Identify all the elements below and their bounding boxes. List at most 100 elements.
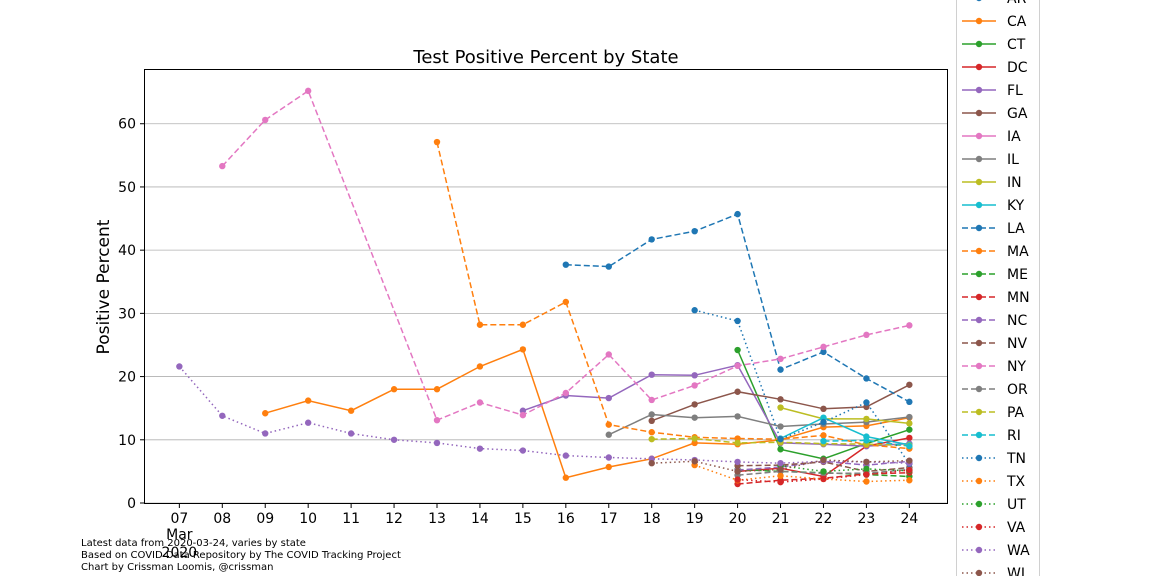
series-line xyxy=(780,406,910,425)
data-point xyxy=(777,459,784,467)
data-point xyxy=(433,416,441,424)
legend-label: WA xyxy=(1007,543,1030,559)
data-point xyxy=(906,442,913,450)
x-tick-label: 18 xyxy=(643,511,661,527)
data-point xyxy=(433,138,441,146)
x-tick-label: 15 xyxy=(514,511,532,527)
legend-marker xyxy=(975,109,983,117)
data-point xyxy=(648,417,655,425)
footer-line-date: Latest data from 2020-03-24, varies by s… xyxy=(81,538,306,549)
data-point xyxy=(734,362,741,370)
legend-marker xyxy=(975,454,983,462)
data-point xyxy=(562,261,570,268)
data-point xyxy=(820,348,827,356)
series-ny xyxy=(219,87,913,424)
series-line xyxy=(608,413,910,436)
legend-marker xyxy=(975,270,983,278)
data-point xyxy=(476,363,484,370)
grid-lines xyxy=(145,123,948,504)
legend-entry-ut: UT xyxy=(962,497,1026,513)
data-point xyxy=(820,468,827,475)
data-point xyxy=(820,414,827,421)
footer-line-source: Based on COVID Data Repository by The CO… xyxy=(81,550,401,561)
legend-label: KY xyxy=(1007,198,1025,214)
chart-title: Test Positive Percent by State xyxy=(412,47,678,68)
data-point xyxy=(906,457,913,464)
x-secondary-label: Mar xyxy=(166,527,193,543)
data-point xyxy=(390,436,398,443)
legend-entry-me: ME xyxy=(962,267,1028,283)
legend-marker xyxy=(975,431,983,439)
data-point xyxy=(906,398,913,406)
legend-entry-pa: PA xyxy=(962,405,1025,421)
legend-marker xyxy=(975,500,983,508)
data-point xyxy=(734,413,741,420)
legend-entry-nc: NC xyxy=(962,313,1027,329)
data-point xyxy=(863,478,870,485)
series-line xyxy=(780,416,910,446)
x-tick-label: 22 xyxy=(815,511,833,527)
data-point xyxy=(476,399,484,406)
data-point xyxy=(777,355,784,363)
legend-marker xyxy=(975,523,983,531)
data-point xyxy=(648,435,655,443)
y-tick-label: 0 xyxy=(127,496,136,512)
data-point xyxy=(476,321,484,328)
data-point xyxy=(691,401,698,408)
data-point xyxy=(648,411,655,418)
x-tick-label: 21 xyxy=(772,511,790,527)
legend-entry-la: LA xyxy=(962,221,1025,237)
legend-label: WI xyxy=(1007,566,1025,576)
legend-entry-ky: KY xyxy=(962,198,1025,214)
data-point xyxy=(648,429,655,436)
data-point xyxy=(777,435,784,443)
data-point xyxy=(734,439,741,447)
data-point xyxy=(734,435,741,442)
data-point xyxy=(476,445,484,452)
data-point xyxy=(734,468,741,475)
data-point xyxy=(906,322,913,329)
legend-label: OR xyxy=(1007,382,1028,398)
x-tick-label: 11 xyxy=(342,511,360,527)
legend-marker xyxy=(975,477,983,485)
legend-marker xyxy=(975,155,983,163)
legend-entry-tx: TX xyxy=(962,474,1026,490)
legend-marker xyxy=(975,224,983,232)
data-point xyxy=(433,386,441,393)
data-point xyxy=(262,116,269,124)
series-line xyxy=(694,309,911,465)
data-point xyxy=(777,366,784,373)
data-point xyxy=(691,227,698,235)
data-point xyxy=(648,396,655,404)
legend-entry-wa: WA xyxy=(962,543,1030,559)
series-line xyxy=(651,384,910,422)
x-tick-label: 12 xyxy=(385,511,403,527)
x-tick-label: 08 xyxy=(213,511,231,527)
y-tick-label: 50 xyxy=(118,180,136,196)
legend-entry-ny: NY xyxy=(962,359,1026,375)
series-in xyxy=(777,404,913,427)
data-point xyxy=(562,298,570,306)
y-tick-label: 60 xyxy=(118,117,136,133)
series-line xyxy=(178,366,910,464)
series-line xyxy=(565,213,910,403)
legend-marker xyxy=(975,385,983,393)
series-wi xyxy=(648,456,913,475)
legend-label: IN xyxy=(1007,175,1022,191)
data-point xyxy=(390,386,398,393)
legend-entry-il: IL xyxy=(962,152,1019,168)
legend-label: NY xyxy=(1007,359,1026,375)
data-point xyxy=(734,458,741,466)
legend-label: IL xyxy=(1007,152,1019,168)
data-point xyxy=(176,363,183,370)
data-point xyxy=(863,375,870,382)
y-tick-label: 30 xyxy=(118,306,136,322)
data-point xyxy=(605,421,612,428)
legend-label: PA xyxy=(1007,405,1025,421)
legend-entry-fl: FL xyxy=(962,83,1023,99)
data-point xyxy=(562,452,570,459)
series-line xyxy=(436,141,910,450)
legend-label: RI xyxy=(1007,428,1021,444)
legend-marker xyxy=(975,17,983,25)
data-point xyxy=(734,317,741,325)
